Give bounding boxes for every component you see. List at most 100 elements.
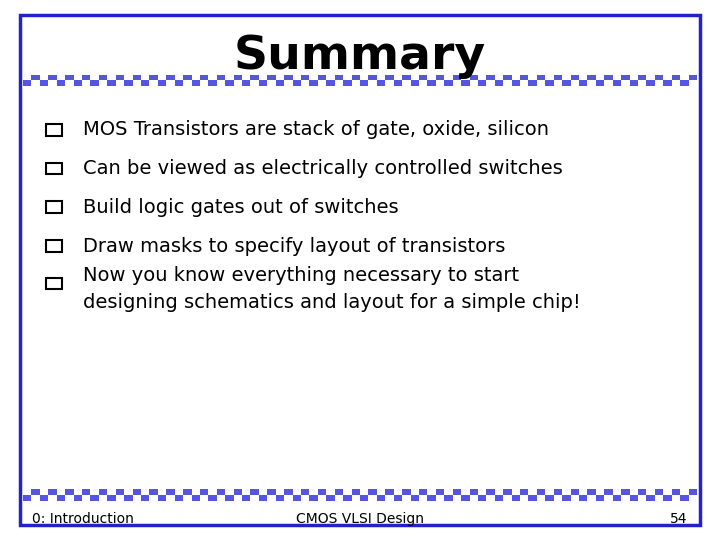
Bar [343,495,351,501]
Bar [402,489,410,495]
Text: designing schematics and layout for a simple chip!: designing schematics and layout for a si… [83,293,580,312]
Bar [107,495,116,501]
Text: Draw masks to specify layout of transistors: Draw masks to specify layout of transist… [83,237,505,256]
Bar [192,80,200,86]
Bar [629,495,638,501]
Bar [528,495,537,501]
Bar [267,75,276,80]
Bar [91,80,99,86]
Bar [251,75,259,80]
Bar [183,489,192,495]
Bar [588,489,596,495]
Bar [65,489,73,495]
Bar [351,75,360,80]
Bar [647,80,655,86]
Bar [351,489,360,495]
Bar [554,75,562,80]
Bar [175,80,183,86]
Bar [495,80,503,86]
Bar [360,80,369,86]
Bar [545,80,554,86]
Text: Summary: Summary [234,34,486,79]
Bar [73,495,82,501]
Bar [48,489,57,495]
Bar [554,489,562,495]
Bar [503,75,512,80]
Bar [537,489,545,495]
Bar [571,489,579,495]
Bar [453,489,461,495]
Bar [292,80,301,86]
Bar [487,489,495,495]
Bar [132,75,141,80]
Bar [335,75,343,80]
Bar [335,489,343,495]
Bar [453,75,461,80]
Bar [688,489,697,495]
Bar [200,489,208,495]
Bar [217,75,225,80]
Bar [680,80,688,86]
Bar [301,75,310,80]
Bar [82,489,91,495]
Bar [141,495,150,501]
Bar [251,489,259,495]
Bar [82,75,91,80]
Bar [613,80,621,86]
Bar [46,163,62,174]
Bar [588,75,596,80]
Bar [23,80,32,86]
Bar [419,489,428,495]
Bar [419,75,428,80]
Bar [478,80,487,86]
Bar [192,495,200,501]
Bar [217,489,225,495]
Bar [158,495,166,501]
Bar [284,489,292,495]
Bar [32,489,40,495]
Bar [461,80,469,86]
Bar [200,75,208,80]
Bar [436,489,444,495]
Bar [604,75,613,80]
Bar [579,80,588,86]
Bar [46,124,62,136]
Bar [571,75,579,80]
Bar [520,75,528,80]
Bar [621,75,629,80]
Text: Now you know everything necessary to start: Now you know everything necessary to sta… [83,266,519,285]
Text: CMOS VLSI Design: CMOS VLSI Design [296,512,424,526]
Bar [276,80,284,86]
Bar [65,75,73,80]
Bar [360,495,369,501]
Bar [116,75,124,80]
Bar [402,75,410,80]
Bar [428,495,436,501]
Bar [225,495,233,501]
Bar [444,80,453,86]
Bar [150,75,158,80]
Bar [40,495,48,501]
Bar [613,495,621,501]
Bar [301,489,310,495]
Bar [233,489,242,495]
Bar [73,80,82,86]
Bar [495,495,503,501]
Bar [469,75,478,80]
Bar [225,80,233,86]
Bar [318,489,326,495]
Bar [99,75,107,80]
Bar [512,80,520,86]
Bar [166,75,175,80]
Bar [638,489,647,495]
Bar [385,75,394,80]
Bar [242,80,251,86]
Bar [99,489,107,495]
Bar [242,495,251,501]
Bar [292,495,301,501]
Text: MOS Transistors are stack of gate, oxide, silicon: MOS Transistors are stack of gate, oxide… [83,120,549,139]
Bar [385,489,394,495]
Bar [310,495,318,501]
Bar [124,495,132,501]
Bar [562,495,571,501]
